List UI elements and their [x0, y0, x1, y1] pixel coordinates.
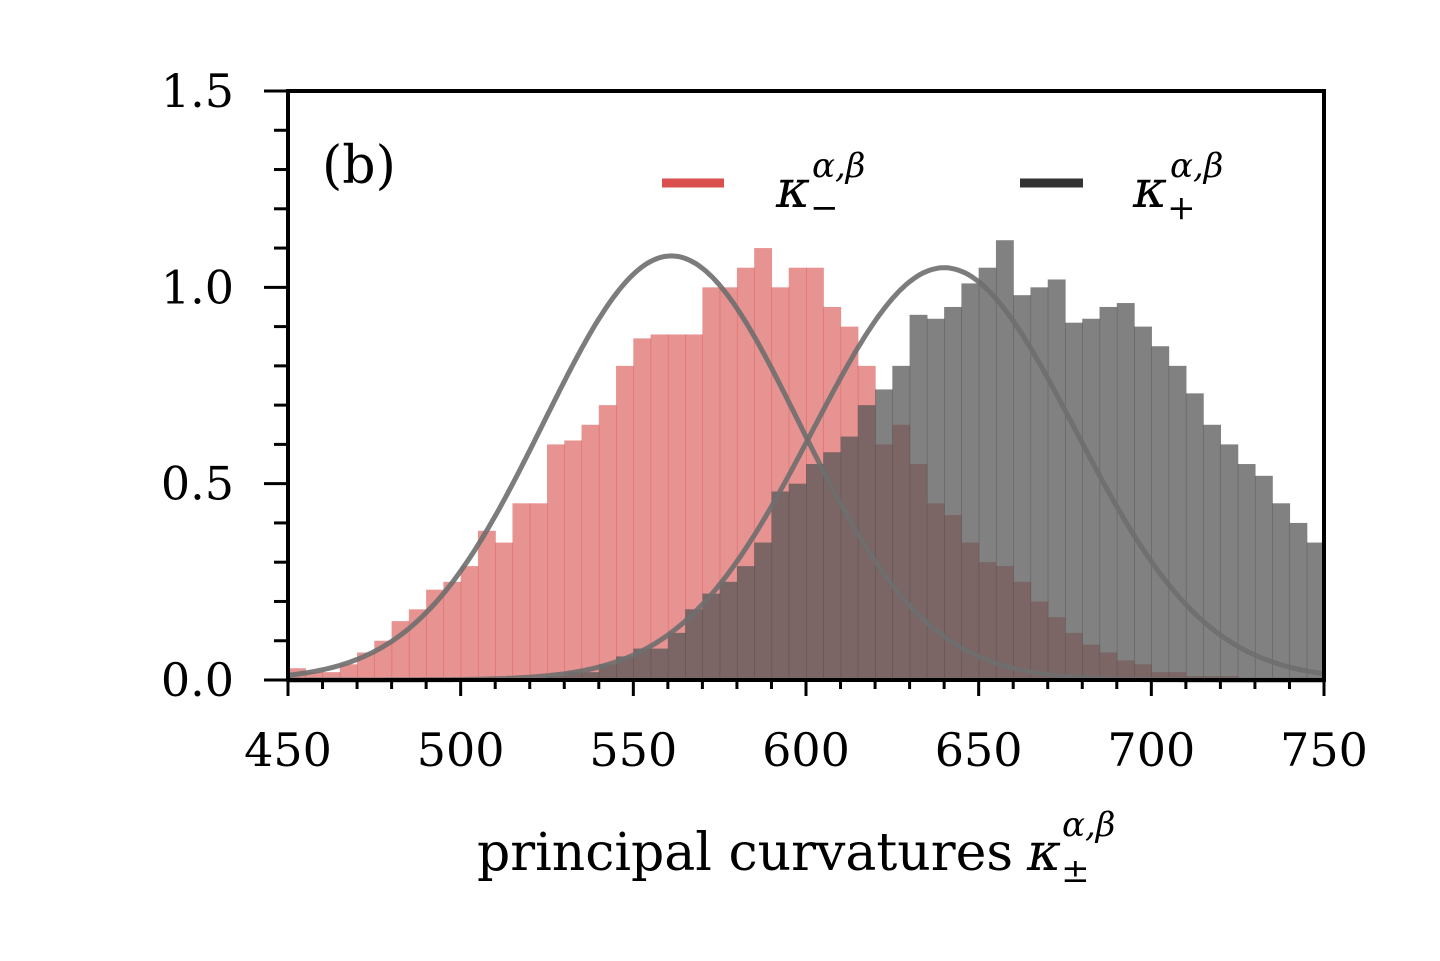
kappa-plus-histogram [547, 240, 1325, 681]
panel-label: (b) [322, 136, 396, 196]
histogram-bar [650, 648, 669, 680]
histogram-bar [1013, 295, 1032, 680]
histogram-bar [702, 287, 721, 680]
histogram-bar [443, 581, 462, 680]
histogram-bar [1272, 503, 1291, 680]
legend-plus-sub: + [1167, 188, 1196, 228]
histogram-bar [650, 334, 669, 680]
histogram-bar [633, 338, 652, 680]
histogram-bar [944, 306, 962, 680]
histogram-bar [1254, 475, 1273, 680]
histogram-bar [875, 389, 893, 680]
histogram-bar [926, 318, 945, 680]
x-tick-label: 450 [244, 723, 332, 777]
histogram-bar [633, 648, 652, 680]
histogram-bar [477, 530, 496, 680]
histogram-bar [564, 672, 583, 680]
x-axis-label-sup: α,β [1062, 805, 1115, 845]
histogram-bar [512, 503, 531, 680]
histogram-bar [771, 491, 790, 680]
histogram-bar [1168, 365, 1187, 680]
histogram-bar [806, 464, 824, 680]
histogram-bar [702, 593, 721, 680]
histogram-bar [547, 444, 565, 680]
legend-minus-sub: − [810, 188, 839, 228]
legend-minus-base: κ [775, 160, 810, 220]
histogram-bar [581, 672, 600, 680]
y-axis-ticks: 0.0 0.5 1.0 1.5 [161, 64, 288, 707]
histogram-bar [1306, 542, 1325, 680]
histogram-bar [892, 365, 911, 680]
histogram-bar [1220, 444, 1239, 680]
x-tick-label: 750 [1280, 723, 1368, 777]
histogram-bar [736, 566, 755, 680]
y-tick-label: 1.5 [161, 64, 234, 118]
histogram-bar [840, 436, 859, 680]
x-axis-label: principal curvatures κ± α,β [477, 805, 1115, 891]
histogram-bar [616, 365, 634, 680]
histogram-bar [978, 267, 997, 680]
histogram-bar [305, 672, 324, 680]
histogram-bar [823, 452, 842, 680]
histogram-bar [667, 334, 686, 680]
legend-plus-sup: α,β [1170, 146, 1223, 186]
histogram-bar [322, 672, 341, 680]
histogram-bar [857, 405, 876, 680]
histogram-bar [754, 542, 773, 680]
histogram-bar [685, 609, 703, 680]
x-tick-label: 500 [417, 723, 505, 777]
histogram-bar [1030, 287, 1049, 680]
histogram-bar [667, 632, 686, 680]
histogram-bar [1065, 322, 1083, 680]
histogram-bar [995, 240, 1014, 681]
histogram-bar [426, 589, 444, 680]
y-tick-label: 0.0 [161, 653, 234, 707]
histogram-bar [685, 334, 703, 680]
y-tick-label: 0.5 [161, 457, 234, 511]
x-tick-label: 650 [935, 723, 1023, 777]
histogram-bar [495, 542, 514, 680]
y-tick-label: 1.0 [161, 260, 234, 314]
histogram-bar [339, 664, 358, 680]
legend-minus-sup: α,β [812, 146, 865, 186]
histogram-bar [564, 440, 583, 680]
histogram-bar [1047, 279, 1066, 680]
x-axis-ticks: 450 500 550 600 650 700 750 [244, 680, 1368, 777]
histogram-bar [1185, 393, 1204, 680]
x-axis-label-sub: ± [1061, 851, 1090, 891]
histogram-bar [719, 581, 738, 680]
x-axis-label-text: principal curvatures [477, 823, 1013, 883]
legend-plus-base: κ [1132, 160, 1167, 220]
x-tick-label: 550 [589, 723, 677, 777]
histogram-bar [598, 405, 617, 680]
histogram-bar [961, 283, 980, 680]
histogram-bar [909, 314, 928, 680]
legend: κ−α,β κ+α,β [662, 146, 1223, 228]
histogram-bar [1082, 318, 1101, 680]
legend-label-kappa-plus: κ+α,β [1132, 146, 1223, 228]
histogram-bar [1151, 346, 1170, 680]
histogram-bar [1289, 522, 1308, 680]
histogram-bar [581, 424, 600, 680]
histogram-bar [1237, 464, 1256, 680]
histogram-bar [529, 503, 548, 680]
x-tick-label: 600 [762, 723, 850, 777]
histogram-bar [1134, 326, 1152, 680]
histogram-bar [788, 483, 807, 680]
histogram-bar [460, 566, 479, 680]
legend-label-kappa-minus: κ−α,β [775, 146, 865, 228]
x-axis-label-base: κ [1026, 823, 1061, 883]
histogram-bar [1116, 303, 1135, 680]
histogram-bar [1203, 424, 1221, 680]
x-tick-label: 700 [1107, 723, 1195, 777]
